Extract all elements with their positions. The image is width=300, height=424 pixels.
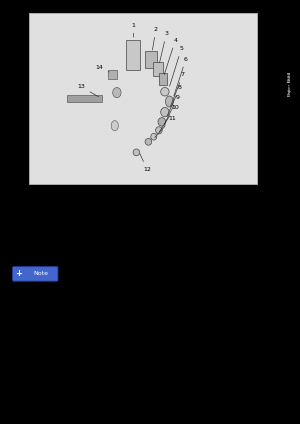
Bar (146, 51, 157, 67)
Ellipse shape (133, 149, 140, 156)
Text: 1: 1 (131, 23, 135, 37)
Text: +: + (15, 269, 22, 279)
Text: 5: 5 (169, 46, 183, 86)
Text: 8: 8 (167, 85, 182, 116)
Bar (28, 13, 256, 184)
Ellipse shape (145, 138, 152, 145)
Text: Paper Feed: Paper Feed (287, 72, 292, 96)
Text: 9: 9 (164, 95, 180, 125)
Bar (153, 62, 163, 76)
Ellipse shape (161, 87, 169, 96)
Ellipse shape (113, 87, 121, 98)
Text: 14: 14 (95, 65, 109, 72)
Text: 13: 13 (77, 84, 99, 97)
Bar (159, 73, 167, 84)
Text: B800: B800 (287, 71, 292, 82)
Text: 2: 2 (152, 27, 158, 50)
Text: Note: Note (33, 271, 48, 276)
Text: 7: 7 (170, 73, 185, 106)
Text: 10: 10 (160, 106, 179, 132)
Text: Unit: Unit (287, 87, 292, 96)
Text: 12: 12 (140, 153, 151, 172)
Text: 4: 4 (164, 38, 177, 75)
Ellipse shape (158, 117, 166, 126)
Ellipse shape (151, 133, 157, 140)
Ellipse shape (111, 120, 118, 131)
Ellipse shape (166, 96, 173, 107)
Bar (68, 95, 102, 101)
Text: 3: 3 (160, 31, 168, 63)
Ellipse shape (161, 107, 169, 117)
Text: 11: 11 (155, 116, 176, 138)
FancyBboxPatch shape (13, 267, 58, 281)
Text: 6: 6 (174, 57, 188, 96)
Ellipse shape (156, 127, 162, 134)
Bar (108, 70, 117, 79)
Bar (126, 40, 140, 70)
